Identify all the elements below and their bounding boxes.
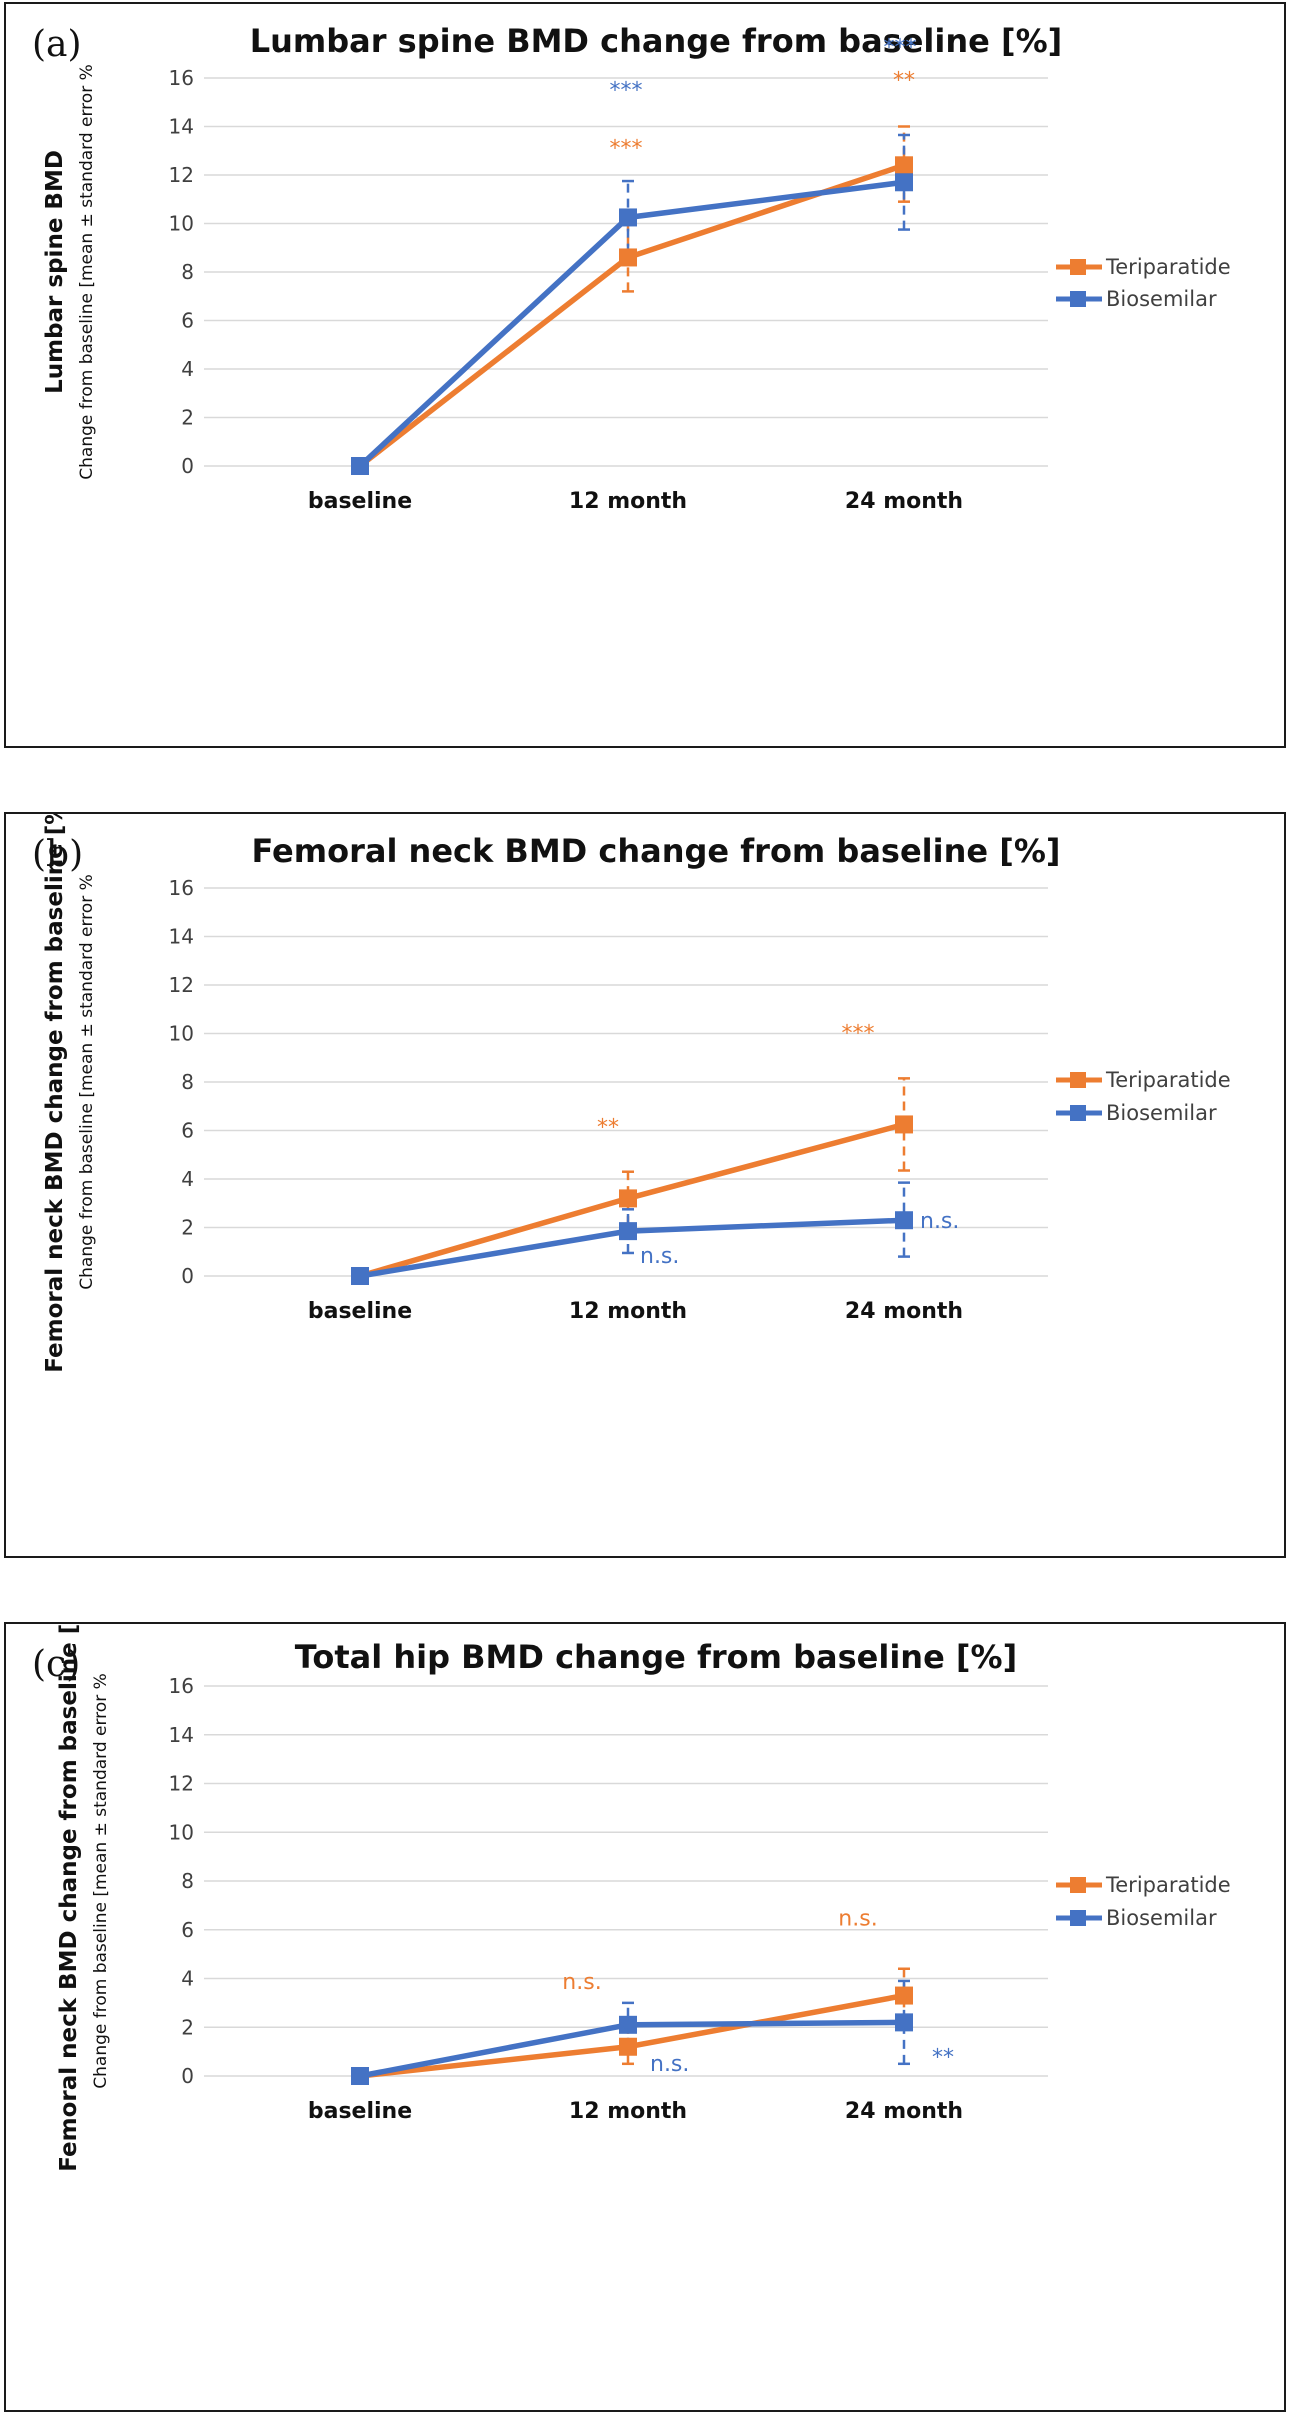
y-tick-label: 6 bbox=[181, 1918, 194, 1942]
y-tick-label: 2 bbox=[181, 1216, 194, 1240]
y-tick-label: 6 bbox=[181, 309, 194, 333]
x-tick-label: 24 month bbox=[845, 2099, 963, 2124]
panel-label-b: (b) bbox=[32, 834, 83, 875]
y-tick-label: 0 bbox=[181, 454, 194, 478]
data-point-teriparatide bbox=[619, 248, 637, 267]
significance-label: *** bbox=[610, 136, 643, 161]
data-point-teriparatide bbox=[895, 1986, 913, 2005]
data-point-teriparatide bbox=[895, 156, 913, 175]
significance-label: *** bbox=[884, 35, 917, 60]
legend-marker bbox=[1070, 1877, 1086, 1893]
y-tick-label: 14 bbox=[169, 115, 194, 139]
chart-panel-a: (a) Lumbar spine BMD change from baseline… bbox=[4, 2, 1286, 748]
chart-svg-c: (c) Total hip BMD change from baseline [%… bbox=[32, 1624, 1231, 2172]
data-point-biosemilar bbox=[895, 2013, 913, 2032]
legend-label: Biosemilar bbox=[1106, 1101, 1217, 1125]
x-tick-label: 12 month bbox=[569, 1299, 687, 1324]
panel-label-c: (c) bbox=[32, 1644, 80, 1685]
x-tick-label: 24 month bbox=[845, 1299, 963, 1324]
chart-title-c: Total hip BMD change from baseline [%] bbox=[295, 1638, 1017, 1676]
y-axis-sublabel-a: Change from baseline [mean ± standard er… bbox=[77, 64, 97, 479]
legend-marker bbox=[1070, 1910, 1086, 1926]
y-tick-label: 10 bbox=[169, 212, 194, 236]
y-tick-label: 12 bbox=[169, 163, 194, 187]
y-tick-label: 2 bbox=[181, 406, 194, 430]
legend-marker bbox=[1070, 291, 1086, 307]
x-tick-label: 12 month bbox=[569, 489, 687, 514]
y-tick-label: 10 bbox=[169, 1022, 194, 1046]
y-tick-label: 0 bbox=[181, 2064, 194, 2088]
legend-label: Teriparatide bbox=[1105, 1068, 1231, 1092]
chart-title-a: Lumbar spine BMD change from baseline [%… bbox=[250, 22, 1063, 60]
y-tick-label: 4 bbox=[181, 357, 194, 381]
y-tick-label: 4 bbox=[181, 1167, 194, 1191]
data-point-biosemilar bbox=[895, 173, 913, 192]
significance-label: ** bbox=[932, 2045, 954, 2070]
y-tick-label: 6 bbox=[181, 1119, 194, 1143]
y-tick-label: 0 bbox=[181, 1264, 194, 1288]
chart-title-b: Femoral neck BMD change from baseline [%… bbox=[251, 832, 1060, 870]
panel-label-a: (a) bbox=[32, 24, 82, 65]
data-point-biosemilar bbox=[895, 1211, 913, 1230]
significance-label: n.s. bbox=[640, 1244, 679, 1269]
significance-label: n.s. bbox=[650, 2052, 689, 2077]
data-point-biosemilar bbox=[619, 208, 637, 227]
legend-marker bbox=[1070, 1105, 1086, 1121]
data-point-biosemilar bbox=[619, 1222, 637, 1241]
y-axis-label-a: Lumbar spine BMD bbox=[42, 150, 68, 394]
significance-label: ** bbox=[893, 68, 915, 93]
x-tick-label: baseline bbox=[308, 2099, 412, 2124]
y-tick-label: 16 bbox=[169, 876, 194, 900]
y-tick-label: 12 bbox=[169, 973, 194, 997]
significance-label: n.s. bbox=[920, 1209, 959, 1234]
legend-marker bbox=[1070, 1072, 1086, 1088]
data-point-biosemilar bbox=[619, 2015, 637, 2034]
data-point-teriparatide bbox=[619, 2037, 637, 2056]
chart-svg-a: (a) Lumbar spine BMD change from baseline… bbox=[32, 22, 1231, 514]
legend-label: Teriparatide bbox=[1105, 1873, 1231, 1897]
y-tick-label: 2 bbox=[181, 2015, 194, 2039]
chart-panel-c: (c) Total hip BMD change from baseline [%… bbox=[4, 1622, 1286, 2412]
y-tick-label: 10 bbox=[169, 1820, 194, 1844]
y-tick-label: 16 bbox=[169, 66, 194, 90]
significance-label: *** bbox=[842, 1021, 875, 1046]
significance-label: n.s. bbox=[562, 1970, 601, 1995]
x-tick-label: 12 month bbox=[569, 2099, 687, 2124]
chart-svg-b: (b) Femoral neck BMD change from baseline… bbox=[32, 814, 1231, 1373]
y-tick-label: 16 bbox=[169, 1674, 194, 1698]
data-point-biosemilar bbox=[351, 1267, 369, 1285]
legend-label: Teriparatide bbox=[1105, 255, 1231, 279]
significance-label: ** bbox=[597, 1115, 619, 1140]
y-axis-label-c: Femoral neck BMD change from baseline [%… bbox=[56, 1624, 82, 2172]
x-tick-label: baseline bbox=[308, 489, 412, 514]
y-tick-label: 14 bbox=[169, 925, 194, 949]
x-tick-label: 24 month bbox=[845, 489, 963, 514]
data-point-teriparatide bbox=[619, 1189, 637, 1208]
y-tick-label: 12 bbox=[169, 1772, 194, 1796]
significance-label: *** bbox=[610, 78, 643, 103]
data-point-biosemilar bbox=[351, 2067, 369, 2085]
data-point-teriparatide bbox=[895, 1115, 913, 1134]
y-tick-label: 8 bbox=[181, 260, 194, 284]
y-axis-label-b: Femoral neck BMD change from baseline [%… bbox=[42, 814, 68, 1373]
legend-marker bbox=[1070, 259, 1086, 275]
y-tick-label: 14 bbox=[169, 1723, 194, 1747]
significance-label: n.s. bbox=[838, 1907, 877, 1932]
y-tick-label: 8 bbox=[181, 1070, 194, 1094]
y-tick-label: 4 bbox=[181, 1967, 194, 1991]
y-tick-label: 8 bbox=[181, 1869, 194, 1893]
data-point-biosemilar bbox=[351, 457, 369, 475]
legend-label: Biosemilar bbox=[1106, 287, 1217, 311]
y-axis-sublabel-c: Change from baseline [mean ± standard er… bbox=[91, 1673, 111, 2088]
legend-label: Biosemilar bbox=[1106, 1906, 1217, 1930]
y-axis-sublabel-b: Change from baseline [mean ± standard er… bbox=[77, 874, 97, 1289]
x-tick-label: baseline bbox=[308, 1299, 412, 1324]
chart-panel-b: (b) Femoral neck BMD change from baseline… bbox=[4, 812, 1286, 1558]
